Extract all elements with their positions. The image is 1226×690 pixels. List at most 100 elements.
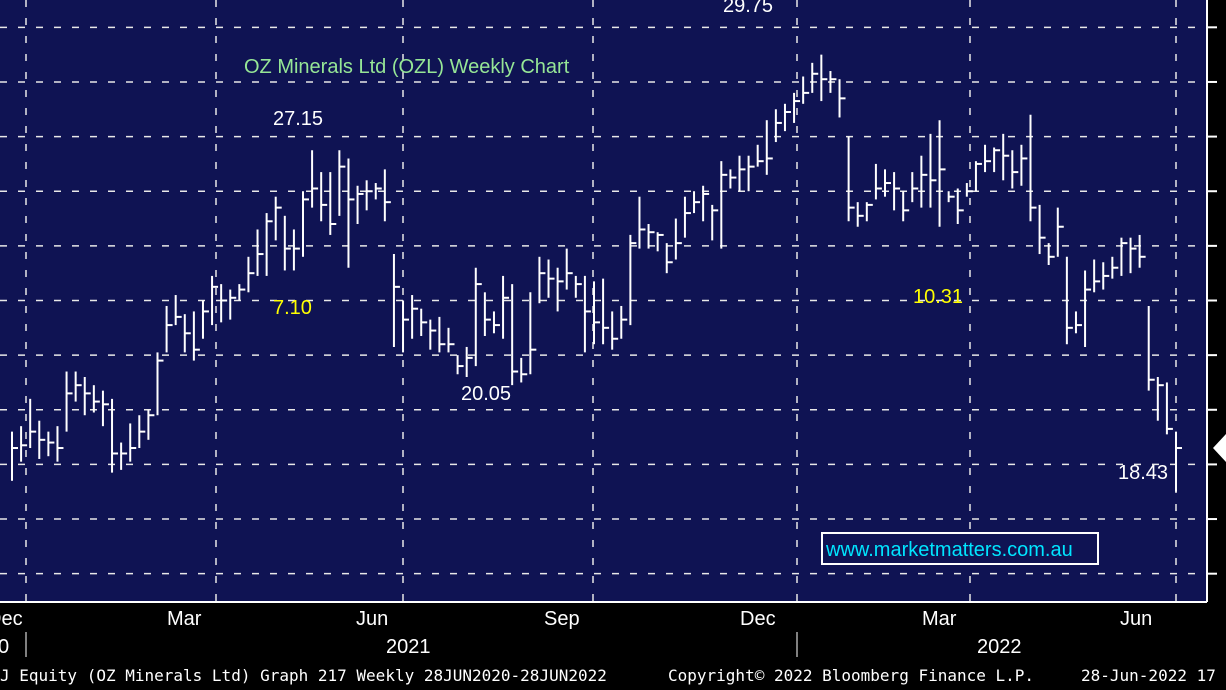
watermark-box [821,532,1099,565]
x-tick-label: Dec [0,608,23,630]
price-bar [256,229,264,276]
price-bar [556,267,564,312]
price-bar [502,275,510,339]
price-bar [947,191,955,203]
price-bar [283,215,291,271]
price-bar [965,183,973,197]
price-bar [838,79,846,118]
price-bar [1084,270,1092,347]
price-bar [265,213,273,276]
price-bar [183,314,191,353]
price-bar [929,133,937,208]
price-bar [1102,262,1110,290]
price-bar [465,346,473,377]
price-bar [938,120,946,227]
price-bar [420,308,428,337]
price-bar [174,295,182,326]
price-bar [874,163,882,200]
price-bar [165,305,173,353]
price-bar [356,185,364,225]
annotation-high-2020: 27.15 [273,108,323,130]
price-bar [665,243,673,274]
x-tick-label: Sep [544,608,580,630]
right-axis-ticks [1207,26,1217,575]
price-bar [583,275,591,353]
price-bar [720,161,728,249]
price-bar [693,191,701,214]
price-bar [820,54,828,102]
price-bar [56,426,64,462]
price-bar [1065,256,1073,345]
price-bar [620,305,628,339]
price-bar [1074,311,1082,334]
price-bar [156,352,164,416]
x-tick-label: Mar [922,608,957,630]
price-bar [520,357,528,383]
price-bar [292,229,300,271]
price-bar [1129,237,1137,274]
price-bar [374,183,382,200]
price-bar [974,161,982,192]
price-bar [1056,207,1064,257]
price-bar [274,196,282,241]
price-bar [347,158,355,268]
price-bar [192,311,200,361]
price-bar [593,281,600,345]
price-bar [365,180,373,211]
price-bar [83,376,91,416]
annotation-low-2021: 20.05 [461,383,511,405]
price-bar [747,155,755,192]
price-bar [629,234,637,326]
price-bar [438,316,446,353]
price-bar [138,415,146,449]
x-tick-label: Dec [740,608,776,630]
price-bar [1020,144,1028,186]
annotation-high-2021: 29.75 [723,0,773,17]
price-bar [11,431,18,481]
x-tick-label: Jun [356,608,388,630]
price-bar [711,204,719,241]
annotation-drop-1: 7.10 [273,297,312,319]
year-label: 2021 [386,636,431,658]
gridlines [0,0,1207,601]
price-bar [884,169,891,197]
price-bar [238,284,246,301]
price-bar [311,150,319,208]
price-bar [147,409,155,440]
price-bar [802,76,810,104]
price-bar [338,150,346,216]
price-bar [574,275,582,298]
price-bar [1147,305,1155,391]
footer-copyright: Copyright© 2022 Bloomberg Finance L.P. [668,666,1035,685]
price-bar [1111,256,1119,279]
price-bar [1029,114,1037,222]
footer-bar: J Equity (OZ Minerals Ltd) Graph 217 Wee… [0,664,1226,690]
price-bars [11,54,1182,492]
price-bar [602,278,610,345]
x-tick-label: Jun [1120,608,1152,630]
price-bar [329,172,337,235]
price-bar [247,256,255,293]
price-bar [20,426,28,462]
price-bar [201,300,209,339]
price-bar [302,191,309,257]
price-bar [738,155,746,192]
price-bar [611,311,619,350]
price-bar [320,172,328,222]
price-bar [211,275,219,326]
price-bar [774,109,782,143]
price-bar [893,172,901,211]
price-bar [429,319,437,350]
price-bar [765,120,773,175]
price-bar [1002,133,1010,181]
price-bar [829,71,837,93]
price-bar [847,136,855,222]
price-bar [65,371,73,432]
price-bar [483,292,491,337]
price-bar [656,232,664,252]
price-bar [1038,204,1046,255]
price-bar [29,398,37,449]
price-bar [447,327,455,353]
price-bar [1175,431,1182,492]
